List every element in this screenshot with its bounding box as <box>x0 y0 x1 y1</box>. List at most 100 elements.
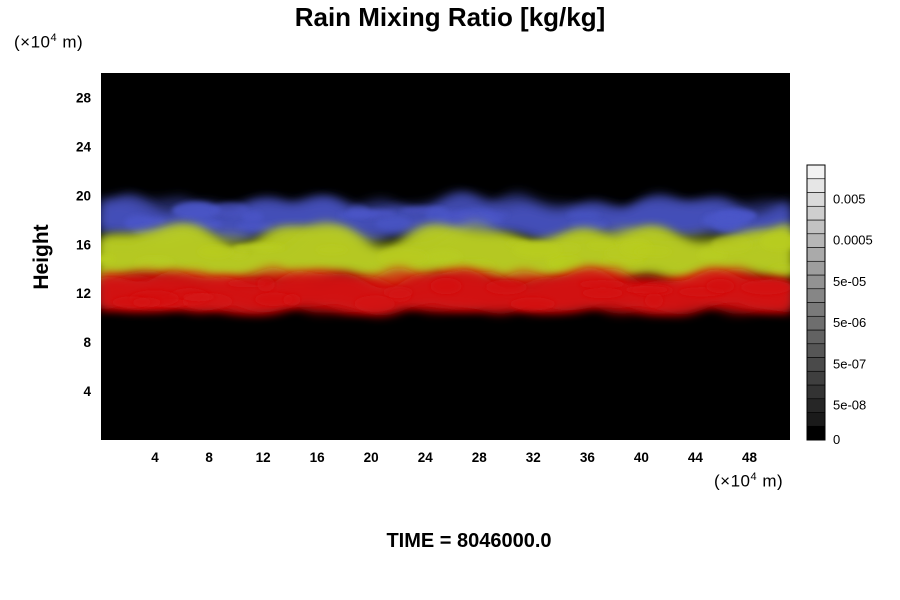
chart-title: Rain Mixing Ratio [kg/kg] <box>294 2 606 32</box>
colorbar-step <box>806 260 826 276</box>
rain-cell-middle <box>135 256 175 270</box>
colorbar-step <box>806 398 826 413</box>
time-label: TIME = 8046000.0 <box>386 530 552 552</box>
colorbar-step <box>806 357 826 372</box>
y-axis-unit: (×104 m) <box>14 32 84 52</box>
colorbar-step <box>806 384 826 400</box>
rain-cell-middle <box>770 264 790 274</box>
rain-field <box>101 192 790 316</box>
rain-cell-upper <box>348 205 369 218</box>
colorbar-label: 5e-08 <box>833 398 866 413</box>
x-tick-label: 16 <box>310 450 326 465</box>
colorbar-step <box>806 247 826 262</box>
rain-cell-middle <box>316 245 348 255</box>
x-tick-label: 12 <box>256 450 271 465</box>
colorbar-step <box>806 192 826 207</box>
x-tick-label: 8 <box>205 450 213 465</box>
colorbar: 0 5e-08 5e-07 5e-06 5e-05 0.0005 0.005 <box>806 164 873 447</box>
colorbar-label: 0.0005 <box>833 233 873 248</box>
rain-cell-middle <box>634 246 672 257</box>
x-axis-unit: (×104 m) <box>714 471 784 491</box>
rain-cell-middle <box>587 240 618 250</box>
colorbar-step <box>806 370 826 386</box>
rain-cell-lower <box>582 287 624 299</box>
rain-cell-middle <box>453 260 496 270</box>
rain-cell-upper <box>236 222 273 230</box>
rain-cell-middle <box>425 249 462 264</box>
rain-cell-lower <box>283 294 301 306</box>
rain-cell-lower <box>383 286 414 299</box>
y-tick-label: 12 <box>76 286 91 301</box>
colorbar-label: 5e-07 <box>833 356 866 371</box>
rain-cell-middle <box>377 248 429 266</box>
y-tick-label: 8 <box>83 335 91 350</box>
rain-cell-lower <box>624 286 670 294</box>
rain-cell-middle <box>101 254 115 264</box>
x-tick-label: 48 <box>742 450 758 465</box>
colorbar-step <box>806 412 826 427</box>
rain-cell-upper <box>570 220 608 231</box>
rain-cell-lower <box>254 292 294 307</box>
y-tick-label: 24 <box>76 139 92 154</box>
rain-cell-upper <box>172 202 220 219</box>
rain-cell-lower <box>430 277 462 295</box>
rain-cell-lower <box>485 279 527 295</box>
colorbar-label: 0 <box>833 432 840 447</box>
colorbar-step <box>806 233 826 248</box>
x-tick-label: 24 <box>418 450 434 465</box>
rain-cell-upper <box>212 202 249 217</box>
rain-cell-upper <box>471 215 503 224</box>
rain-cell-lower <box>181 292 216 302</box>
colorbar-step <box>806 178 826 193</box>
y-tick-label: 28 <box>76 90 92 105</box>
y-axis-ticks: 4 8 12 16 20 24 28 <box>76 90 92 399</box>
rain-cell-middle <box>234 243 286 252</box>
rain-cell-upper <box>190 219 222 230</box>
x-tick-label: 28 <box>472 450 488 465</box>
colorbar-label: 5e-06 <box>833 315 866 330</box>
x-tick-label: 4 <box>151 450 159 465</box>
rain-cell-lower <box>354 295 396 313</box>
rain-cell-lower <box>740 279 790 295</box>
rain-cell-lower <box>706 279 735 294</box>
colorbar-label: 5e-05 <box>833 274 866 289</box>
rain-cell-middle <box>760 233 790 251</box>
rain-cell-lower <box>578 280 626 289</box>
rain-cell-middle <box>513 241 561 258</box>
x-tick-label: 36 <box>580 450 596 465</box>
rain-cell-upper <box>705 213 755 220</box>
rain-cell-middle <box>198 245 233 259</box>
colorbar-step <box>806 288 826 303</box>
colorbar-frame <box>806 164 826 441</box>
rain-cell-upper <box>241 211 264 223</box>
x-tick-label: 20 <box>364 450 379 465</box>
rain-cell-upper <box>143 218 166 226</box>
colorbar-step <box>806 274 826 290</box>
rain-cell-lower <box>257 277 275 292</box>
rain-cell-lower <box>510 297 556 311</box>
colorbar-step <box>806 302 826 317</box>
rain-cell-lower <box>132 297 162 308</box>
colorbar-step <box>806 343 826 358</box>
x-tick-label: 40 <box>634 450 649 465</box>
colorbar-step <box>806 164 826 180</box>
x-tick-label: 44 <box>688 450 704 465</box>
rain-cell-upper <box>375 216 411 231</box>
colorbar-step <box>806 315 826 331</box>
y-tick-label: 16 <box>76 237 92 252</box>
rain-cell-middle <box>697 248 727 262</box>
colorbar-step <box>806 205 826 221</box>
colorbar-label: 0.005 <box>833 191 866 206</box>
x-tick-label: 32 <box>526 450 541 465</box>
colorbar-step <box>806 425 826 441</box>
rain-cell-upper <box>425 207 451 224</box>
y-tick-label: 20 <box>76 188 91 203</box>
rain-cell-upper <box>566 211 601 219</box>
colorbar-step <box>806 329 826 345</box>
x-axis-ticks: 4 8 12 16 20 24 28 32 36 40 44 48 <box>151 450 757 465</box>
rain-cell-middle <box>184 265 205 273</box>
rain-cell-upper <box>124 215 154 230</box>
y-tick-label: 4 <box>83 384 91 399</box>
rain-cell-middle <box>549 255 583 274</box>
